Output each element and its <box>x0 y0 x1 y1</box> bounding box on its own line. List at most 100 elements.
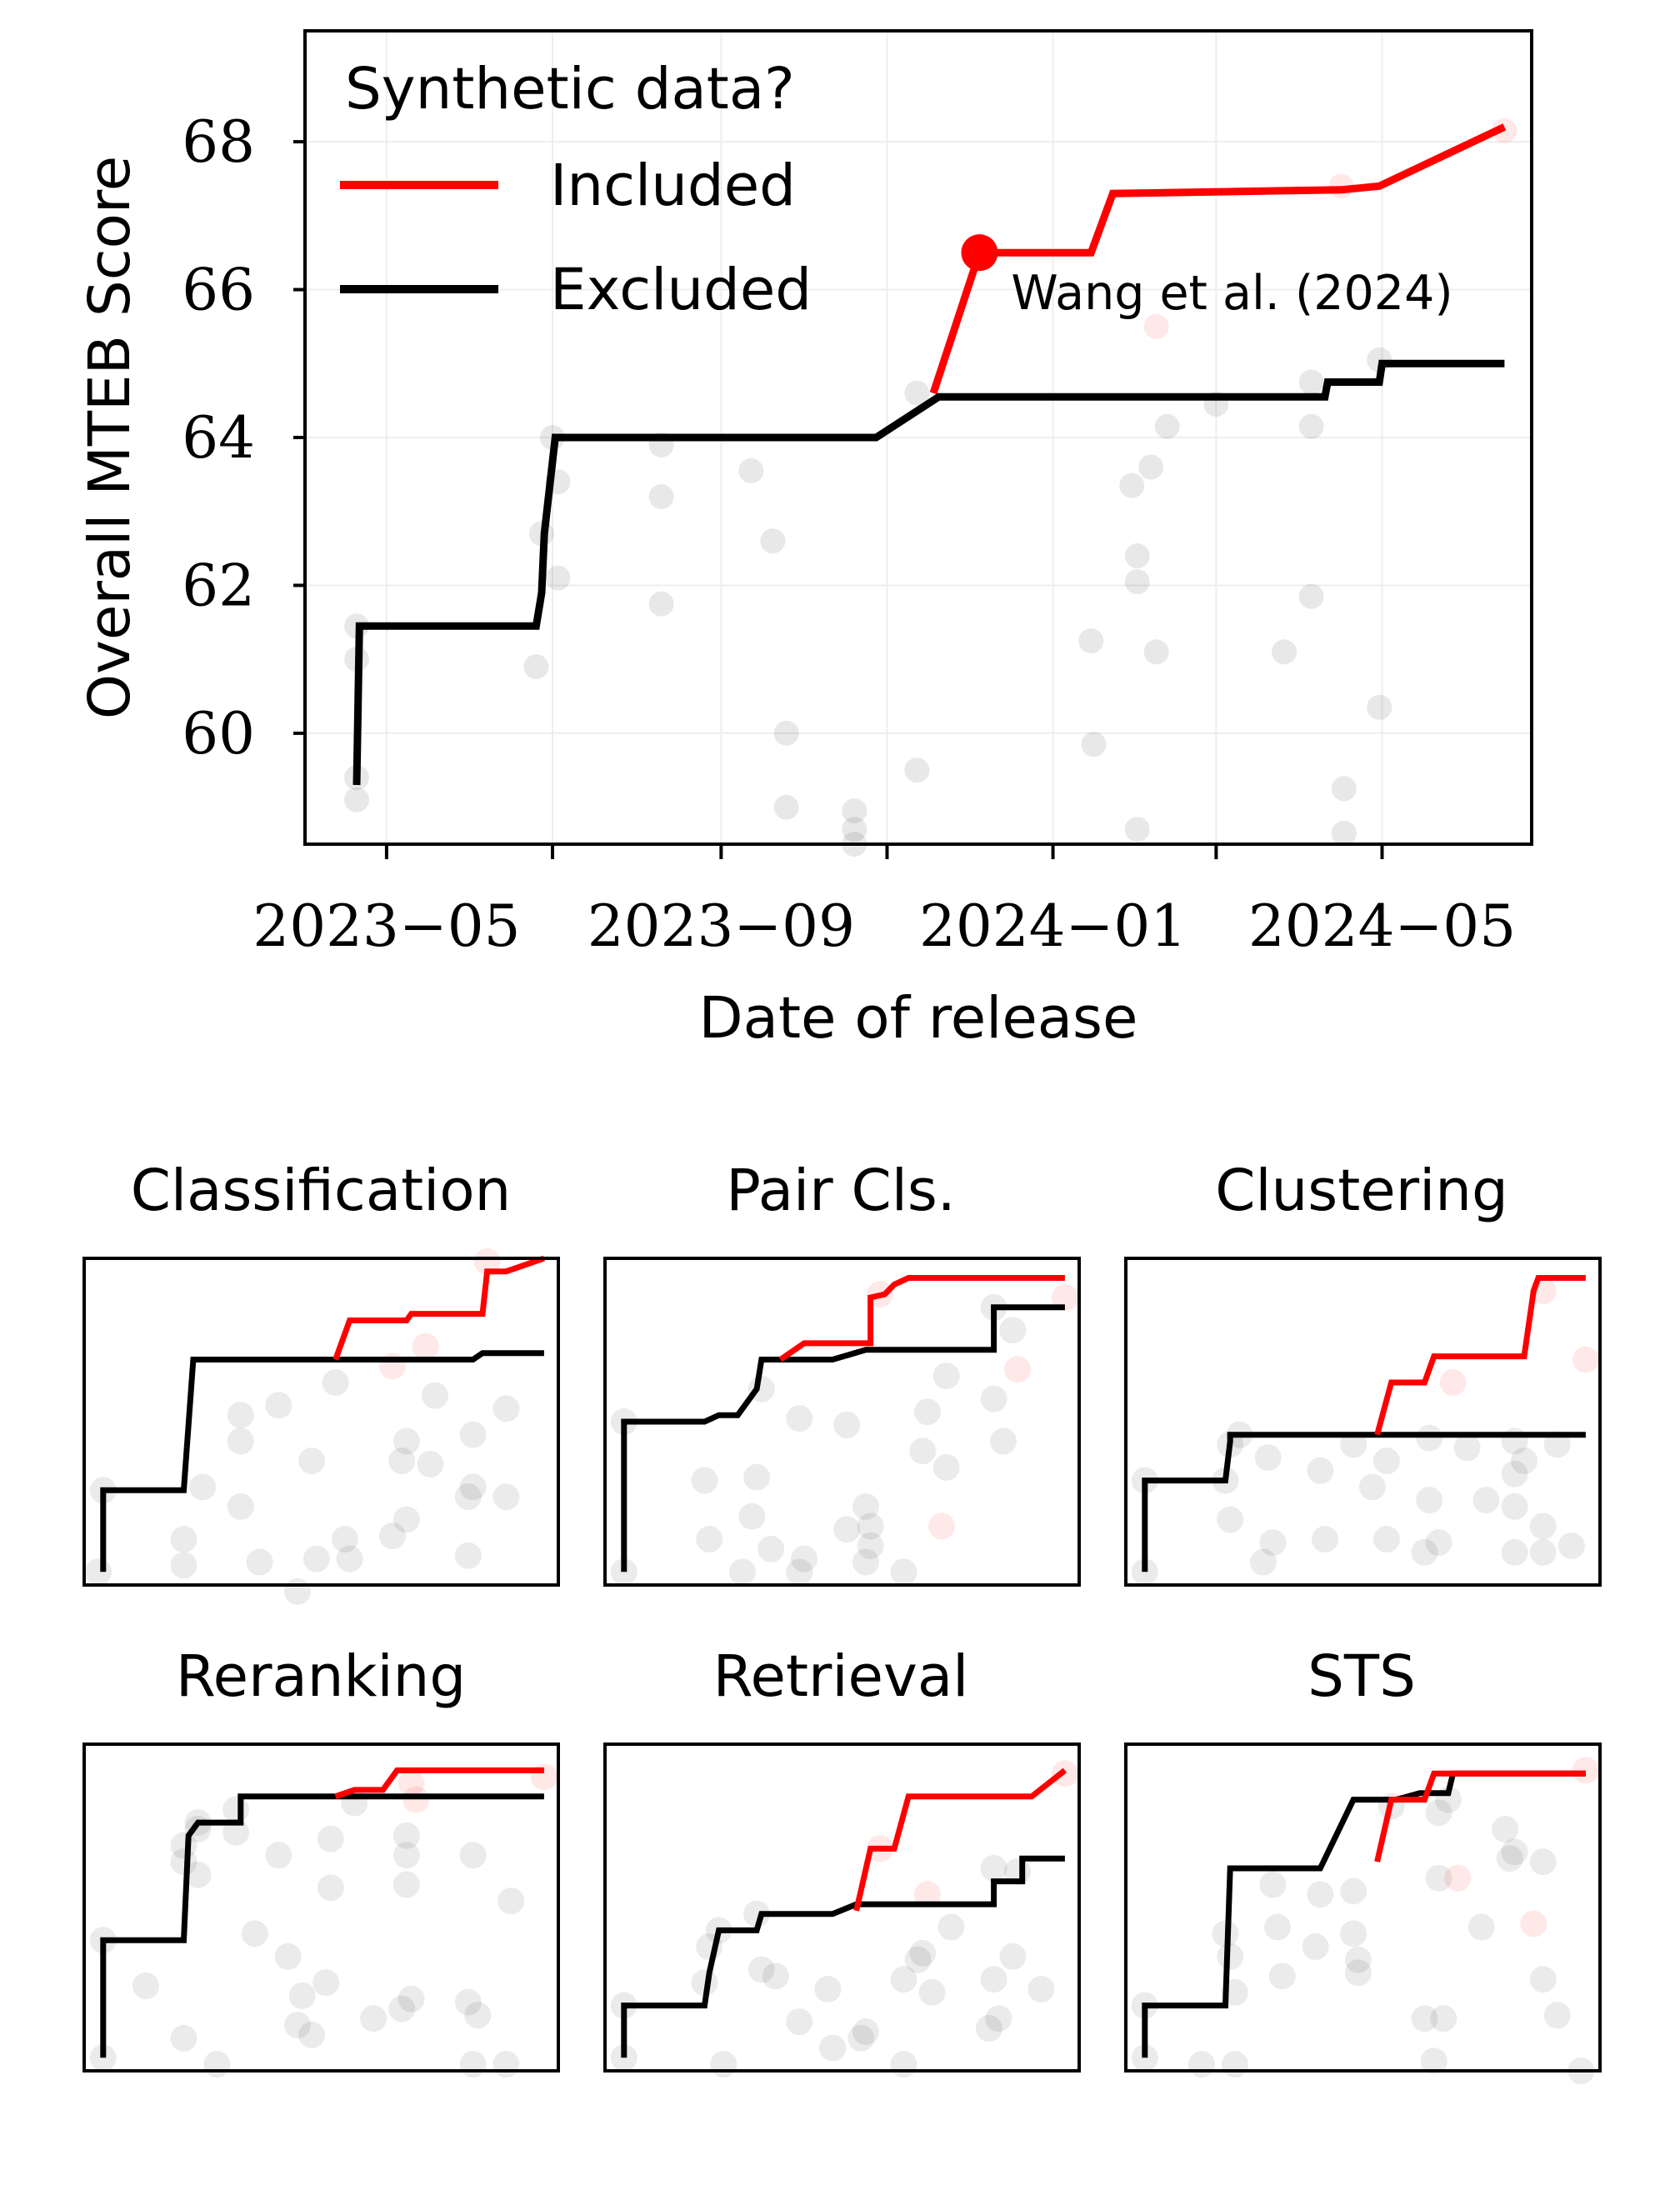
panel-reranking-point-included-0 <box>402 1786 430 1813</box>
panel-sts-point-included-2 <box>1572 1757 1599 1784</box>
panel-pair-cls-point-2 <box>691 1467 718 1494</box>
main-point-20 <box>904 758 930 783</box>
main-point-21 <box>1078 628 1104 653</box>
panel-retrieval-point-8 <box>786 2008 813 2036</box>
panel-classification-point-24 <box>492 1483 520 1511</box>
panel-clustering-point-14 <box>1411 1538 1438 1566</box>
panel-classification-point-included-1 <box>412 1332 439 1360</box>
panel-clustering-point-11 <box>1358 1473 1386 1501</box>
panel-reranking-point-33 <box>203 2051 231 2078</box>
panel-reranking-point-19 <box>388 1995 416 2022</box>
panel-sts-point-18 <box>1425 1799 1452 1827</box>
panel-reranking-frame <box>82 1742 560 2072</box>
panel-pair-cls-point-11 <box>833 1516 861 1543</box>
panel-clustering-point-9 <box>1311 1526 1338 1553</box>
main-point-31 <box>1271 639 1297 665</box>
highlight-marker <box>961 234 998 272</box>
panel-title-pair-cls: Pair Cls. <box>726 1158 956 1224</box>
panel-classification-point-13 <box>331 1526 358 1553</box>
panel-pair-cls-point-15 <box>857 1532 884 1559</box>
panel-clustering-point-28 <box>1250 1548 1278 1576</box>
panel-retrieval-point-7 <box>762 1962 789 1990</box>
panel-retrieval-point-9 <box>814 1976 842 2002</box>
panel-pair-cls-point-16 <box>909 1438 937 1465</box>
panel-sts-point-10 <box>1307 1881 1334 1908</box>
main-point-15 <box>773 794 799 820</box>
panel-pair-cls-point-10 <box>833 1411 861 1438</box>
panel-classification-point-3 <box>170 1526 198 1553</box>
panel-pair-cls-point-9 <box>790 1545 818 1572</box>
main-point-8 <box>545 565 571 591</box>
legend-label-included: Included <box>550 152 796 219</box>
panel-reranking-point-23 <box>398 1985 425 2012</box>
panel-title-classification: Classification <box>131 1158 512 1224</box>
panel-clustering-point-25 <box>1529 1512 1557 1540</box>
panel-pair-cls-point-22 <box>999 1317 1027 1344</box>
panel-reranking-point-22 <box>392 1822 420 1849</box>
panel-sts-point-16 <box>1411 2005 1438 2032</box>
panel-reranking-point-12 <box>284 2012 312 2039</box>
highlight-label: Wang et al. (2024) <box>1011 266 1452 321</box>
panel-sts-point-27 <box>1543 2002 1571 2029</box>
panel-clustering-point-5 <box>1217 1506 1244 1533</box>
panel-retrieval-point-26 <box>710 2051 738 2078</box>
panel-clustering-point-6 <box>1254 1444 1282 1472</box>
main-y-tick-label-3: 66 <box>182 258 255 324</box>
legend-label-excluded: Excluded <box>550 257 812 323</box>
main-point-24 <box>1124 542 1150 568</box>
panel-clustering-point-10 <box>1340 1431 1368 1458</box>
panel-retrieval-point-21 <box>985 2005 1012 2032</box>
panel-pair-cls-point-included-2 <box>1004 1356 1032 1383</box>
panel-sts-point-included-1 <box>1520 1910 1548 1938</box>
panel-classification-point-22 <box>459 1473 487 1501</box>
panel-reranking-point-0 <box>89 2044 117 2072</box>
panel-retrieval-point-24 <box>1028 1976 1055 2002</box>
panel-reranking-point-29 <box>170 2024 198 2052</box>
panel-pair-cls-point-0 <box>610 1558 638 1586</box>
panel-reranking-point-8 <box>222 1818 250 1846</box>
panel-clustering-excluded-line <box>1142 1432 1586 1572</box>
panel-classification-point-20 <box>454 1483 482 1511</box>
panel-sts-point-7 <box>1264 1913 1292 1941</box>
panel-classification-point-1 <box>85 1558 112 1586</box>
panel-title-sts: STS <box>1308 1643 1416 1710</box>
panel-classification-excluded-line <box>100 1350 544 1572</box>
panel-pair-cls-point-13 <box>852 1548 879 1576</box>
panel-clustering-point-19 <box>1472 1487 1500 1514</box>
panel-classification-point-18 <box>422 1382 449 1409</box>
main-point-34 <box>1298 583 1324 609</box>
main-point-10 <box>648 483 674 509</box>
panel-pair-cls-included-line <box>778 1275 1065 1362</box>
panel-reranking-point-20 <box>392 1842 420 1869</box>
panel-retrieval-included-line <box>853 1768 1068 1912</box>
main-point-28 <box>1143 639 1169 665</box>
panel-reranking-point-included-1 <box>398 1770 425 1798</box>
panel-sts-point-23 <box>1501 1838 1528 1866</box>
panel-reranking-point-25 <box>459 1842 487 1869</box>
panel-retrieval-point-10 <box>819 2034 847 2062</box>
panel-reranking-point-27 <box>498 1888 525 1915</box>
panel-retrieval-frame <box>603 1742 1081 2072</box>
panel-title-reranking: Reranking <box>176 1643 466 1710</box>
main-point-4 <box>523 654 549 680</box>
panel-classification-point-7 <box>265 1392 292 1419</box>
panel-reranking-point-13 <box>288 1982 316 2009</box>
panel-reranking-point-7 <box>222 1796 250 1823</box>
panel-sts-point-12 <box>1340 1920 1368 1948</box>
panel-retrieval-point-15 <box>909 1939 937 1967</box>
main-point-included-0 <box>1143 313 1169 339</box>
panel-classification-point-included-2 <box>473 1248 501 1275</box>
panel-sts-point-13 <box>1344 1946 1372 1973</box>
panel-reranking-point-10 <box>265 1842 292 1869</box>
panel-classification-point-17 <box>417 1450 444 1478</box>
panel-reranking-point-15 <box>312 1969 340 1997</box>
panel-reranking-excluded-line <box>100 1793 544 2058</box>
panel-classification-point-21 <box>459 1421 487 1448</box>
panel-clustering-point-12 <box>1372 1526 1400 1553</box>
main-y-ticks: 60 62 64 66 68 <box>182 109 305 768</box>
panel-pair-cls-point-12 <box>852 1492 879 1520</box>
task-panels: Classification Pair Cls. Clustering Rera… <box>82 1158 1602 2084</box>
panel-sts-point-14 <box>1344 1959 1372 1987</box>
main-x-ticks: 2023−05 2023−09 2024−01 2024−05 <box>252 844 1516 960</box>
panel-title-retrieval: Retrieval <box>713 1643 969 1710</box>
